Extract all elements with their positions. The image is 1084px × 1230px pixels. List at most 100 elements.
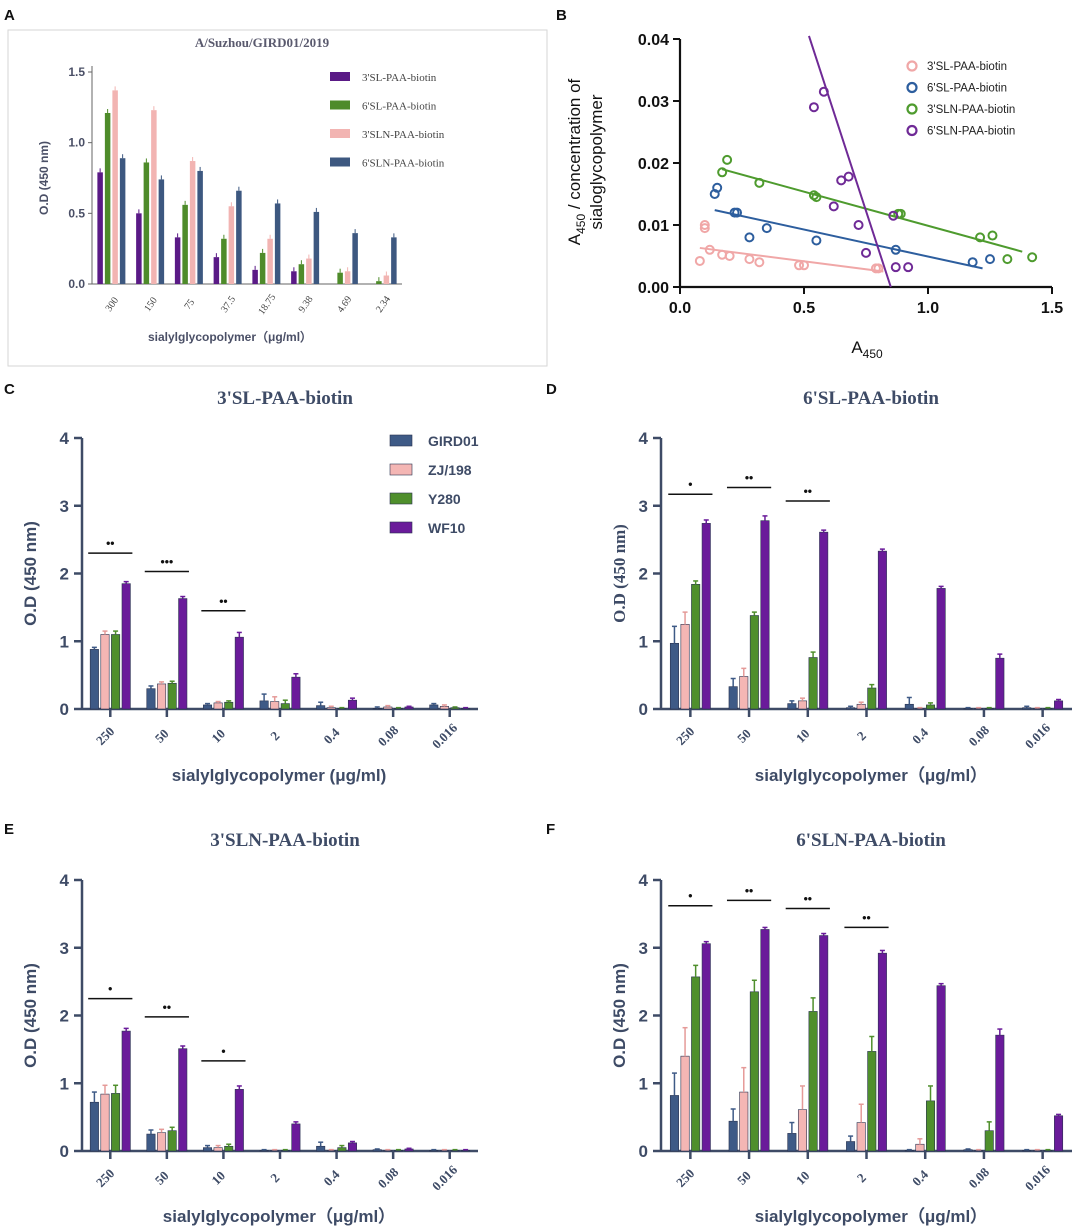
- chart-b-fit-line: [721, 168, 1023, 253]
- chart-c-bar: [203, 704, 213, 710]
- chart-b-point: [699, 223, 710, 234]
- chart-e: 3'SLN-PAA-biotin 0 1 2 3 4 O.D (450 nm) sialylg…: [21, 830, 478, 1226]
- chart-d-bar: [760, 520, 770, 710]
- chart-b-fit-line: [808, 35, 892, 288]
- chart-b-point: [873, 263, 884, 274]
- chart-d-ytick-label: 4: [639, 429, 649, 448]
- chart-c-ytick-label: 1: [60, 632, 69, 651]
- chart-d-sig-label: •: [688, 477, 692, 491]
- chart-e-sig-label: •: [108, 982, 112, 996]
- chart-b-point: [890, 262, 901, 273]
- chart-b-point: [828, 201, 839, 212]
- chart-f-ytick-label: 3: [639, 939, 648, 958]
- chart-f-bar: [926, 1100, 936, 1152]
- chart-b-point: [754, 257, 765, 268]
- chart-a-bar: [236, 190, 242, 284]
- panel-label-c: C: [4, 381, 15, 398]
- chart-a-bar: [182, 204, 188, 284]
- chart-d-bar: [1043, 708, 1053, 710]
- chart-f-bar: [846, 1141, 856, 1152]
- chart-b-ylabel: A450 / concentration of: [565, 78, 588, 245]
- chart-b-xtick-label: 1.0: [917, 300, 939, 317]
- chart-a-bar: [344, 271, 351, 284]
- chart-f-xtick-label: 0.016: [1022, 1162, 1054, 1194]
- chart-c-bar: [234, 636, 244, 710]
- chart-b-ytick-label: 0.03: [638, 94, 669, 111]
- chart-d-bar: [1032, 708, 1042, 710]
- chart-c-legend-swatch: [389, 463, 413, 476]
- chart-e-bar: [450, 1150, 460, 1152]
- chart-f-bar: [1054, 1115, 1064, 1152]
- chart-f-ytick-label: 0: [639, 1142, 648, 1161]
- chart-e-bar: [404, 1148, 414, 1152]
- chart-f-bar: [691, 976, 701, 1152]
- chart-e-bar: [347, 1142, 357, 1152]
- chart-f-bar: [739, 1091, 749, 1152]
- chart-a-bar: [376, 281, 382, 284]
- chart-c-bar: [213, 702, 223, 710]
- chart-d-bar: [749, 615, 759, 710]
- chart-d-bar: [926, 704, 936, 710]
- chart-f-xtick-label: 50: [734, 1168, 754, 1188]
- chart-f-bar: [680, 1055, 690, 1152]
- chart-a-ytick-label: 1.0: [68, 136, 85, 150]
- chart-a-bar: [228, 206, 235, 284]
- chart-e-xtick-label: 0.4: [320, 1166, 342, 1188]
- chart-d-ytick-label: 0: [639, 700, 648, 719]
- chart-d-bar: [1022, 707, 1032, 710]
- chart-f-bar: [936, 985, 946, 1152]
- chart-a: A/Suzhou/GIRD01/2019 0.00.51.01.5 300 150…: [7, 29, 548, 367]
- chart-b-xlabel: A450: [851, 338, 883, 361]
- chart-c-bar: [111, 634, 121, 710]
- chart-c-bar: [429, 704, 439, 710]
- chart-c: 3'SL-PAA-biotin 0 1 2 3 4 O.D (450 nm) sialylgl…: [21, 388, 479, 785]
- chart-b-point: [744, 232, 755, 243]
- chart-d-bar: [691, 584, 701, 710]
- chart-f-bar: [1022, 1150, 1032, 1152]
- chart-a-bar: [197, 170, 203, 284]
- chart-b-point: [722, 154, 733, 165]
- chart-f-bar: [904, 1150, 914, 1152]
- chart-d-xtick-label: 0.016: [1022, 720, 1054, 752]
- chart-d-ytick-label: 2: [639, 565, 648, 584]
- chart-a-frame: [7, 29, 548, 367]
- chart-f-bar: [728, 1120, 738, 1152]
- chart-e-bar: [280, 1150, 290, 1152]
- chart-c-sig-label: ••: [219, 594, 227, 608]
- chart-b-ytick-label: 0.04: [638, 32, 669, 49]
- chart-e-bar: [439, 1150, 449, 1152]
- chart-a-bar: [298, 264, 305, 284]
- chart-c-bar: [146, 688, 156, 710]
- chart-f-sig-label: •: [688, 889, 692, 903]
- chart-f-ytick-label: 2: [639, 1007, 648, 1026]
- chart-f-xlabel: sialylglycopolymer（μg/ml）: [755, 1206, 987, 1226]
- chart-b-legend-label: 6'SLN-PAA-biotin: [927, 126, 1015, 138]
- chart-f-bar: [867, 1051, 877, 1152]
- chart-f-bar: [877, 952, 887, 1152]
- chart-f-xtick-label: 2: [854, 1170, 869, 1185]
- chart-a-ylabel: O.D (450 nm): [37, 141, 51, 215]
- chart-a-legend-label: 3'SL-PAA-biotin: [362, 72, 437, 84]
- chart-e-bar: [393, 1150, 403, 1152]
- chart-d-bar: [877, 550, 887, 710]
- chart-e-bar: [383, 1150, 393, 1152]
- chart-c-bar: [224, 701, 234, 710]
- chart-c-sig-label: •••: [161, 554, 174, 568]
- chart-c-bar: [337, 708, 347, 710]
- chart-f-bar: [669, 1095, 679, 1152]
- chart-e-bar: [270, 1150, 280, 1152]
- chart-c-bar: [167, 682, 177, 710]
- chart-f-sig-label: ••: [804, 891, 812, 905]
- chart-f-bar: [995, 1034, 1005, 1152]
- chart-e-bar: [213, 1147, 223, 1152]
- chart-f-bar: [974, 1150, 984, 1152]
- chart-e-bar: [146, 1133, 156, 1152]
- chart-b-point: [818, 86, 829, 97]
- chart-d-bar: [867, 687, 877, 710]
- chart-b-point: [704, 244, 715, 255]
- chart-e-bar: [234, 1089, 244, 1152]
- chart-c-bar: [259, 700, 269, 710]
- chart-a-bar: [313, 211, 320, 284]
- chart-a-bar: [151, 110, 157, 284]
